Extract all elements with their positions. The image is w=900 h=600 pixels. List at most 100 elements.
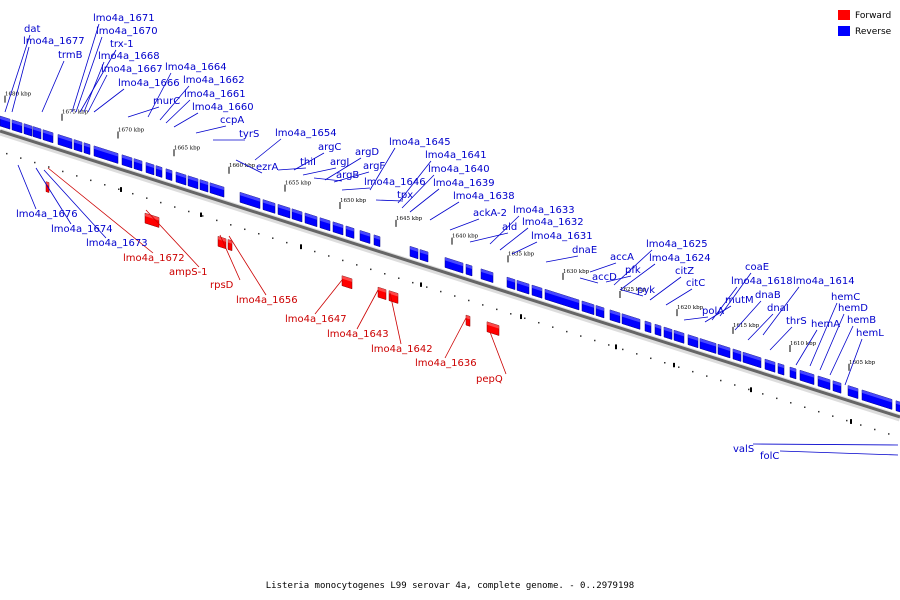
reverse-gene-label[interactable]: coaE — [745, 262, 769, 273]
reverse-gene-feature[interactable] — [262, 199, 276, 214]
reverse-gene-label[interactable]: lmo4a_1632 — [522, 217, 584, 228]
reverse-gene-feature[interactable] — [861, 389, 893, 410]
reverse-gene-feature[interactable] — [145, 162, 155, 176]
reverse-gene-feature[interactable] — [409, 245, 419, 260]
reverse-gene-feature[interactable] — [444, 257, 464, 274]
reverse-gene-label[interactable]: ackA-2 — [473, 208, 507, 219]
reverse-gene-label[interactable]: lmo4a_1646 — [364, 177, 426, 188]
reverse-gene-feature[interactable] — [277, 204, 291, 219]
reverse-gene-label[interactable]: lmo4a_1668 — [98, 51, 160, 62]
reverse-gene-feature[interactable] — [345, 225, 355, 239]
reverse-gene-label[interactable]: murC — [153, 96, 180, 107]
reverse-gene-feature[interactable] — [687, 334, 699, 349]
reverse-gene-feature[interactable] — [742, 351, 762, 369]
reverse-gene-label[interactable]: trx-1 — [110, 39, 134, 50]
reverse-gene-label[interactable]: lmo4a_1677 — [23, 36, 85, 47]
reverse-gene-label[interactable]: citZ — [675, 266, 694, 277]
forward-gene-label[interactable]: lmo4a_1642 — [371, 344, 433, 355]
reverse-gene-feature[interactable] — [83, 142, 91, 155]
reverse-gene-feature[interactable] — [699, 338, 717, 354]
reverse-gene-label[interactable]: lmo4a_1633 — [513, 205, 575, 216]
reverse-gene-feature[interactable] — [209, 182, 225, 198]
reverse-gene-feature[interactable] — [187, 175, 199, 190]
reverse-gene-label[interactable]: hemA — [811, 319, 840, 330]
reverse-gene-label[interactable]: polA — [702, 306, 724, 317]
reverse-gene-label[interactable]: ezrA — [256, 162, 279, 173]
reverse-gene-feature[interactable] — [516, 279, 530, 295]
reverse-gene-label[interactable]: hemD — [838, 303, 868, 314]
reverse-gene-label[interactable]: dnaE — [572, 245, 597, 256]
reverse-gene-feature[interactable] — [717, 343, 731, 359]
forward-gene-label[interactable]: rpsD — [210, 280, 234, 291]
reverse-gene-label[interactable]: lmo4a_1625 — [646, 239, 708, 250]
reverse-gene-label[interactable]: lmo4a_1639 — [433, 178, 495, 189]
forward-gene-label[interactable]: lmo4a_1656 — [236, 295, 298, 306]
forward-gene-label[interactable]: lmo4a_1647 — [285, 314, 347, 325]
reverse-gene-feature[interactable] — [199, 179, 209, 193]
reverse-gene-label[interactable]: tpx — [397, 190, 413, 201]
reverse-gene-label[interactable]: ald — [502, 222, 517, 233]
reverse-gene-feature[interactable] — [799, 369, 815, 386]
reverse-gene-label[interactable]: lmo4a_1671 — [93, 13, 155, 24]
forward-gene-feature[interactable] — [341, 275, 353, 290]
forward-gene-feature[interactable] — [144, 212, 160, 228]
forward-gene-feature[interactable] — [227, 239, 233, 252]
reverse-gene-label[interactable]: citC — [686, 278, 705, 289]
forward-gene-feature[interactable] — [377, 286, 387, 301]
reverse-gene-feature[interactable] — [531, 284, 543, 299]
reverse-gene-feature[interactable] — [673, 329, 685, 344]
reverse-gene-label[interactable]: mutM — [725, 295, 754, 306]
reverse-gene-feature[interactable] — [895, 400, 900, 413]
forward-gene-label[interactable]: lmo4a_1643 — [327, 329, 389, 340]
forward-gene-label[interactable]: lmo4a_1672 — [123, 253, 185, 264]
reverse-gene-label[interactable]: lmo4a_1618 — [731, 276, 793, 287]
reverse-gene-feature[interactable] — [133, 158, 143, 172]
reverse-gene-feature[interactable] — [42, 129, 54, 144]
reverse-gene-feature[interactable] — [121, 154, 133, 169]
reverse-gene-feature[interactable] — [165, 168, 173, 181]
reverse-gene-label[interactable]: lmo4a_1631 — [531, 231, 593, 242]
reverse-gene-label[interactable]: lmo4a_1640 — [428, 164, 490, 175]
reverse-gene-feature[interactable] — [319, 217, 331, 232]
reverse-gene-label[interactable]: argC — [318, 142, 341, 153]
reverse-gene-label[interactable]: dat — [24, 24, 40, 35]
reverse-gene-feature[interactable] — [175, 171, 187, 186]
reverse-gene-feature[interactable] — [832, 380, 842, 394]
reverse-gene-label[interactable]: trmB — [58, 50, 83, 61]
reverse-gene-feature[interactable] — [359, 230, 371, 244]
reverse-gene-label[interactable]: ccpA — [220, 115, 244, 126]
reverse-gene-label[interactable]: dnaB — [755, 290, 781, 301]
reverse-gene-label[interactable]: lmo4a_1662 — [183, 75, 245, 86]
reverse-gene-label[interactable]: lmo4a_1667 — [101, 64, 163, 75]
reverse-gene-label[interactable]: lmo4a_1638 — [453, 191, 515, 202]
reverse-gene-label[interactable]: lmo4a_1674 — [51, 224, 113, 235]
reverse-gene-label[interactable]: hemC — [831, 292, 860, 303]
reverse-gene-label[interactable]: folC — [760, 451, 779, 462]
reverse-gene-feature[interactable] — [57, 134, 73, 150]
reverse-gene-label[interactable]: argD — [355, 147, 379, 158]
reverse-gene-label[interactable]: lmo4a_1641 — [425, 150, 487, 161]
reverse-gene-label[interactable]: argF — [363, 161, 385, 172]
reverse-gene-feature[interactable] — [654, 323, 662, 337]
reverse-gene-feature[interactable] — [11, 119, 23, 134]
reverse-gene-label[interactable]: lmo4a_1654 — [275, 128, 337, 139]
reverse-gene-label[interactable]: argB — [336, 170, 359, 181]
reverse-gene-feature[interactable] — [0, 115, 11, 130]
reverse-gene-feature[interactable] — [93, 145, 119, 164]
reverse-gene-feature[interactable] — [465, 263, 473, 277]
reverse-gene-label[interactable]: lmo4a_1660 — [192, 102, 254, 113]
reverse-gene-feature[interactable] — [23, 123, 33, 137]
reverse-gene-label[interactable]: pfk — [625, 265, 641, 276]
reverse-gene-feature[interactable] — [777, 362, 785, 376]
reverse-gene-label[interactable]: hemB — [847, 315, 876, 326]
reverse-gene-label[interactable]: lmo4a_1664 — [165, 62, 227, 73]
reverse-gene-label[interactable]: lmo4a_1624 — [649, 253, 711, 264]
reverse-gene-feature[interactable] — [73, 139, 83, 153]
reverse-gene-feature[interactable] — [419, 249, 429, 263]
reverse-gene-label[interactable]: argJ — [330, 157, 349, 168]
reverse-gene-label[interactable]: pyk — [637, 285, 655, 296]
reverse-gene-feature[interactable] — [581, 300, 595, 316]
reverse-gene-feature[interactable] — [663, 326, 673, 340]
reverse-gene-label[interactable]: thiI — [300, 157, 316, 168]
reverse-gene-label[interactable]: lmo4a_1666 — [118, 78, 180, 89]
